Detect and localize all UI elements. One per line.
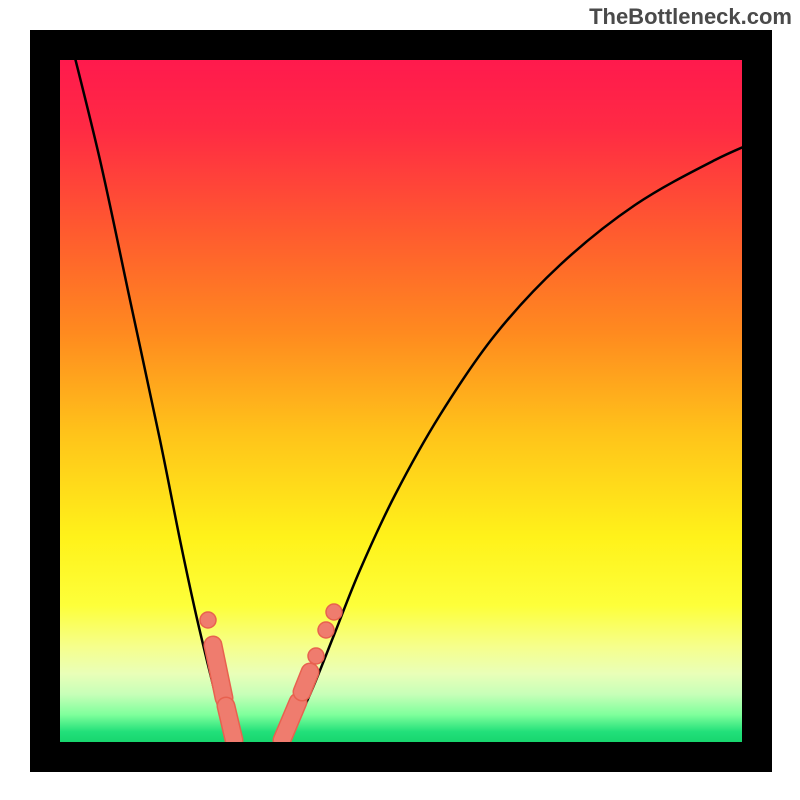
marker-dot [318, 622, 334, 638]
watermark-text: TheBottleneck.com [589, 4, 792, 30]
marker-capsule [226, 706, 234, 740]
marker-capsule [302, 672, 310, 692]
marker-dot [200, 612, 216, 628]
bottleneck-chart [0, 0, 800, 800]
marker-dot [308, 648, 324, 664]
marker-dot [326, 604, 342, 620]
gradient-background [60, 60, 742, 742]
marker-capsule [213, 645, 224, 698]
chart-container: TheBottleneck.com [0, 0, 800, 800]
